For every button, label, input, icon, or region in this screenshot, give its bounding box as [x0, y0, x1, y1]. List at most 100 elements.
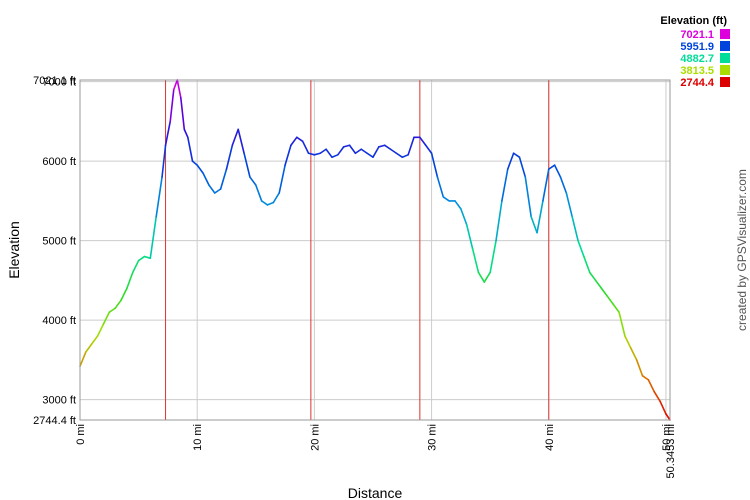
elevation-segment	[395, 152, 404, 159]
elevation-segment	[665, 413, 671, 421]
elevation-segment	[653, 390, 661, 403]
legend-swatch	[720, 53, 730, 63]
elevation-segment	[354, 148, 363, 155]
elevation-segment	[419, 136, 427, 147]
elevation-segment	[243, 152, 251, 178]
elevation-segment	[553, 164, 562, 178]
elevation-segment	[307, 152, 316, 156]
legend-swatch	[720, 41, 730, 51]
elevation-segment	[296, 136, 304, 143]
elevation-segment	[624, 335, 632, 349]
elevation-segment	[96, 323, 105, 337]
y-axis-title: Elevation	[6, 221, 22, 279]
elevation-segment	[196, 164, 204, 174]
y-tick-label: 5000 ft	[42, 236, 76, 248]
elevation-segment	[547, 164, 556, 170]
elevation-segment	[213, 188, 222, 194]
elevation-segment	[219, 168, 228, 190]
elevation-segment	[102, 311, 111, 325]
elevation-segment	[149, 216, 157, 259]
elevation-segment	[612, 303, 620, 314]
elevation-segment	[524, 176, 532, 218]
elevation-segment	[465, 223, 474, 250]
elevation-segment	[183, 128, 189, 139]
legend-title: Elevation (ft)	[660, 15, 727, 27]
x-tick-label: 40 mi	[544, 424, 556, 451]
elevation-segment	[600, 287, 609, 298]
elevation-segment	[337, 146, 345, 156]
elevation-segment	[342, 144, 351, 148]
elevation-segment	[588, 271, 597, 282]
legend-value: 4882.7	[680, 53, 714, 65]
legend-swatch	[720, 65, 730, 75]
elevation-segment	[161, 144, 167, 178]
elevation-segment	[169, 88, 175, 123]
x-tick-label: 50 mi	[661, 424, 673, 451]
elevation-segment	[313, 152, 322, 156]
elevation-segment	[187, 136, 194, 162]
legend-value: 5951.9	[680, 41, 714, 53]
elevation-segment	[606, 295, 615, 306]
elevation-segment	[90, 335, 99, 345]
legend-swatch	[720, 77, 730, 87]
legend-value: 2744.4	[680, 77, 715, 89]
x-tick-label: 0 mi	[75, 424, 87, 445]
elevation-segment	[254, 184, 263, 202]
plot-background	[80, 80, 670, 420]
elevation-segment	[477, 271, 486, 283]
legend-value: 7021.1	[680, 29, 714, 41]
plot-frame	[79, 79, 671, 421]
y-tick-label: 4000 ft	[42, 315, 76, 327]
elevation-segment	[518, 156, 527, 178]
elevation-segment	[331, 154, 339, 159]
elevation-segment	[164, 120, 172, 147]
elevation-segment	[583, 255, 591, 274]
elevation-segment	[120, 287, 128, 302]
elevation-segment	[460, 208, 468, 226]
elevation-segment	[348, 144, 357, 155]
elevation-segment	[430, 152, 439, 178]
elevation-segment	[143, 255, 152, 259]
elevation-segment	[483, 271, 491, 283]
elevation-segment	[360, 148, 368, 155]
elevation-segment	[301, 140, 310, 155]
y-tick-label: 7000 ft	[42, 77, 76, 89]
elevation-segment	[471, 247, 480, 274]
y-tick-label: 7021.1 ft	[33, 75, 76, 87]
elevation-line	[79, 79, 671, 421]
elevation-segment	[629, 347, 638, 361]
elevation-segment	[565, 192, 574, 218]
x-axis-title: Distance	[348, 485, 403, 500]
elevation-segment	[506, 152, 515, 170]
elevation-segment	[191, 160, 198, 166]
elevation-segment	[401, 154, 409, 159]
elevation-segment	[85, 343, 93, 353]
elevation-segment	[559, 176, 568, 194]
elevation-segment	[383, 144, 392, 151]
elevation-segment	[225, 144, 234, 170]
y-tick-labels: 2744.4 ft 3000 ft 4000 ft 5000 ft 6000 ft 700…	[33, 75, 76, 427]
legend: Elevation (ft) 7021.15951.94882.73813.52…	[660, 15, 730, 89]
elevation-segment	[237, 128, 245, 155]
credit-text: created by GPSVisualizer.com	[735, 169, 749, 331]
elevation-segment	[501, 168, 509, 202]
elevation-segment	[325, 148, 333, 159]
elevation-segment	[378, 144, 386, 148]
legend-value: 3813.5	[680, 65, 714, 77]
elevation-segment	[126, 271, 134, 290]
legend-swatch	[720, 29, 730, 39]
elevation-segment	[176, 79, 182, 99]
y-tick-label: 6000 ft	[42, 156, 76, 168]
elevation-segment	[489, 239, 497, 274]
elevation-segment	[635, 359, 644, 377]
elevation-segment	[108, 307, 116, 314]
elevation-segment	[79, 351, 87, 368]
elevation-segment	[284, 144, 292, 166]
elevation-segment	[647, 379, 656, 393]
elevation-segment	[278, 164, 286, 194]
elevation-segment	[442, 196, 450, 202]
elevation-segment	[424, 144, 433, 155]
